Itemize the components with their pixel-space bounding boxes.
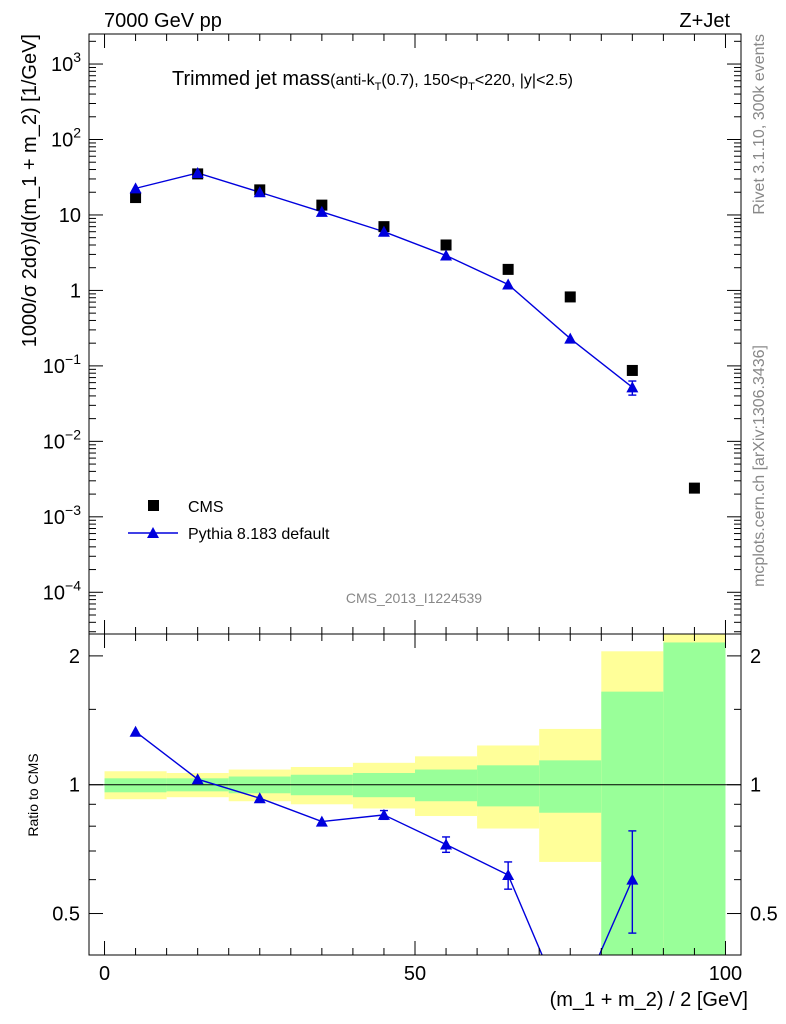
ratio-band-inner-5: [415, 769, 478, 802]
main-y-axis-label: 1000/σ 2dσ)/d(m_1 + m_2) [1/GeV]: [19, 34, 41, 347]
ratio-series-group: [129, 725, 639, 955]
legend-cms-marker: [148, 500, 159, 511]
main-y-tick-label-2: 10: [59, 205, 81, 227]
main-y-tick-label-0: 103: [51, 49, 81, 76]
title-suffix2: (0.7), 150<p: [381, 72, 468, 89]
legend-mc-marker: [147, 527, 159, 538]
main-frame: [88, 33, 742, 635]
ratio-point-5: [440, 838, 453, 850]
x-axis-label: (m_1 + m_2) / 2 [GeV]: [550, 989, 748, 1011]
mc-point-5: [440, 249, 453, 261]
ratio-point-0: [129, 725, 142, 737]
ratio-panel-background: [89, 634, 741, 955]
cms-point-6: [502, 263, 514, 275]
energy-label: 7000 GeV pp: [104, 10, 222, 32]
ratio-y-tick-label-1: 1: [69, 775, 80, 797]
ratio-y-tick-label-right-2: 2: [750, 646, 761, 668]
ratio-band-inner-9: [663, 642, 726, 955]
process-label: Z+Jet: [679, 10, 730, 32]
x-tick-label-2: 100: [709, 963, 742, 985]
mc-point-3: [315, 205, 328, 217]
cms-point-0: [130, 192, 142, 204]
ratio-y-tick-label-right-0: 0.5: [750, 904, 778, 926]
x-tick-label-1: 50: [404, 963, 426, 985]
ratio-point-1: [191, 773, 204, 785]
title-main: Trimmed jet mass: [172, 68, 330, 90]
cms-point-8: [626, 364, 638, 376]
main-y-tick-label-3: 1: [70, 280, 81, 302]
mc-point-7: [564, 332, 577, 344]
main-y-tick-label-4: 10−1: [43, 351, 81, 378]
mc-point-0: [129, 182, 142, 194]
ratio-band-inner-0: [104, 778, 167, 793]
ratio-point-4: [377, 808, 390, 820]
ratio-band-inner-7: [539, 760, 602, 813]
title-sub1: T: [375, 81, 382, 93]
mc-point-1: [191, 166, 204, 178]
main-y-tick-label-1: 102: [51, 124, 81, 151]
mc-line: [135, 172, 633, 388]
cms-point-3: [316, 199, 328, 211]
title-suffix: (anti-k: [330, 72, 375, 89]
legend-mc-label: Pythia 8.183 default: [188, 526, 330, 543]
ratio-y-tick-label-right-1: 1: [750, 775, 761, 797]
mc-point-8: [626, 381, 639, 393]
ratio-point-8: [626, 873, 639, 885]
mcplots-label: mcplots.cern.ch [arXiv:1306.3436]: [751, 345, 768, 587]
ratio-y-tick-label-0: 0.5: [52, 904, 80, 926]
mc-point-2: [253, 186, 266, 198]
cms-point-7: [564, 291, 576, 303]
ratio-point-2: [253, 792, 266, 804]
ratio-band-inner-6: [477, 765, 540, 807]
title-suffix3: <220, |y|<2.5): [475, 72, 573, 89]
main-y-tick-label-6: 10−3: [43, 502, 81, 529]
main-panel-data: [129, 166, 700, 494]
ratio-point-6: [502, 869, 515, 881]
ratio-point-3: [315, 815, 328, 827]
plot-title: Trimmed jet mass(anti-kT(0.7), 150<pT<22…: [172, 68, 573, 93]
cms-point-9: [688, 482, 700, 494]
ratio-y-axis-label: Ratio to CMS: [25, 753, 41, 836]
mc-point-4: [377, 225, 390, 237]
ratio-y-tick-label-2: 2: [69, 646, 80, 668]
main-y-tick-label-7: 10−4: [43, 577, 81, 604]
mc-point-6: [502, 278, 515, 290]
legend-cms-label: CMS: [188, 499, 224, 516]
cms-point-5: [440, 239, 452, 251]
analysis-watermark: CMS_2013_I1224539: [346, 590, 482, 606]
ratio-panel-data: [129, 725, 639, 955]
main-y-tick-label-5: 10−2: [43, 426, 81, 453]
title-sub2: T: [468, 81, 475, 93]
rivet-label: Rivet 3.1.10, 300k events: [751, 34, 768, 215]
x-tick-label-0: 0: [99, 963, 110, 985]
legend: CMS Pythia 8.183 default: [128, 499, 330, 543]
